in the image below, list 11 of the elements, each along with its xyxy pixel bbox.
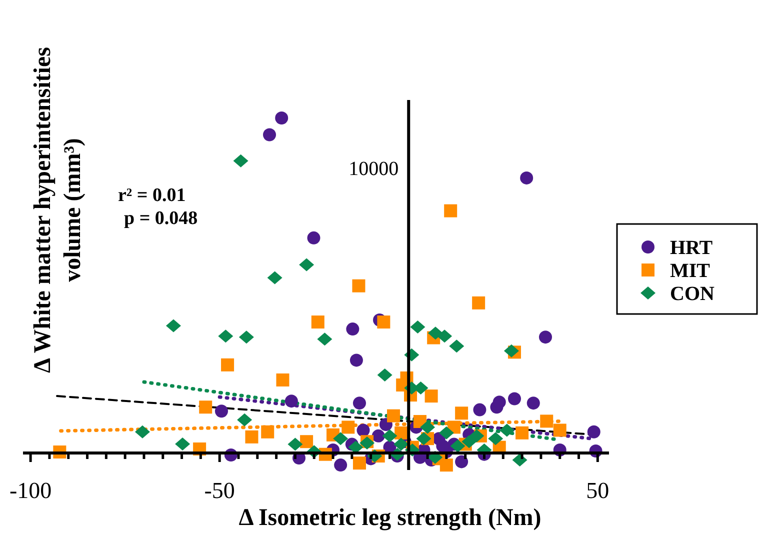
legend-label: CON bbox=[670, 283, 715, 305]
x-tick-label: -100 bbox=[9, 478, 52, 503]
annotation: p = 0.048 bbox=[124, 208, 198, 229]
y-axis-title: Δ White matter hyperintensities volume (mm³) bbox=[30, 47, 86, 373]
annotation: r² = 0.01 bbox=[118, 185, 186, 206]
x-axis-title: Δ Isometric leg strength (Nm) bbox=[238, 505, 542, 531]
x-tick-label: 50 bbox=[586, 478, 610, 503]
x-tick-label: -50 bbox=[204, 478, 235, 503]
annotation: 10000 bbox=[348, 158, 399, 180]
legend-label: MIT bbox=[670, 260, 711, 282]
legend-label: HRT bbox=[670, 237, 714, 259]
